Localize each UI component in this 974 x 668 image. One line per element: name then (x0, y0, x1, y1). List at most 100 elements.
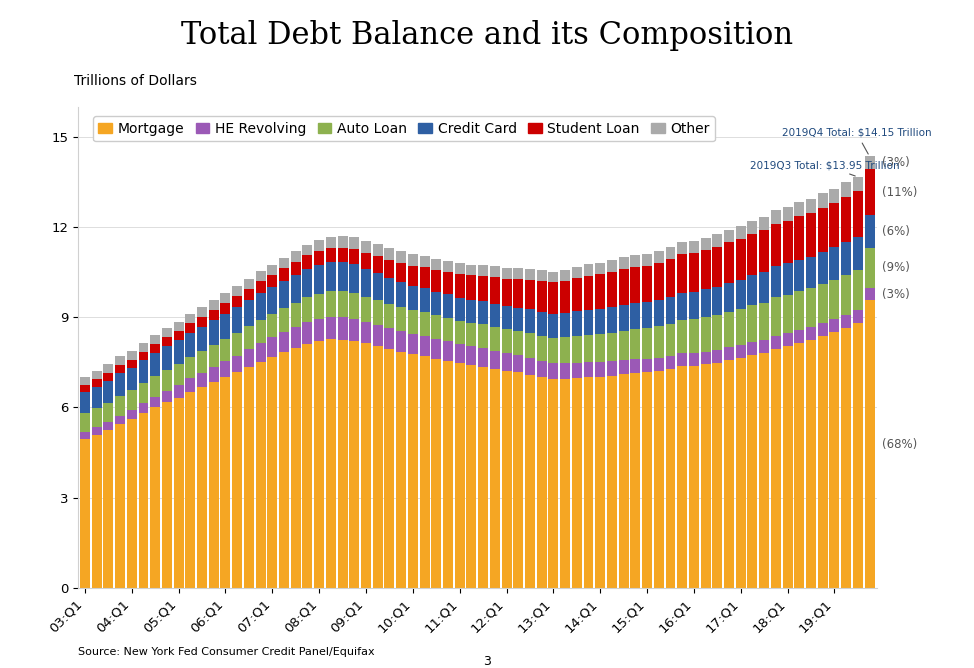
Bar (197, 307, 207, 317)
Bar (865, 248, 875, 287)
Bar (642, 302, 652, 329)
Bar (173, 385, 184, 397)
Bar (572, 363, 581, 378)
Bar (560, 313, 570, 337)
Bar (853, 323, 863, 588)
Bar (665, 259, 675, 297)
Bar (220, 293, 231, 303)
Bar (712, 246, 723, 287)
Bar (220, 377, 231, 588)
Bar (244, 349, 254, 367)
Bar (197, 373, 207, 387)
Bar (208, 367, 219, 382)
Bar (350, 293, 359, 319)
Bar (583, 310, 593, 335)
Bar (115, 365, 125, 373)
Bar (373, 273, 383, 301)
Bar (735, 226, 746, 239)
Bar (607, 307, 617, 333)
Bar (830, 188, 840, 203)
Bar (677, 293, 688, 320)
Bar (80, 432, 90, 440)
Bar (185, 378, 196, 391)
Bar (150, 345, 160, 353)
Bar (431, 270, 441, 292)
Bar (244, 289, 254, 300)
Bar (338, 291, 348, 317)
Bar (818, 323, 828, 336)
Bar (280, 332, 289, 352)
Bar (420, 335, 430, 356)
Bar (724, 311, 734, 347)
Bar (689, 253, 699, 292)
Bar (677, 353, 688, 366)
Bar (853, 191, 863, 237)
Bar (267, 357, 278, 588)
Bar (747, 221, 758, 234)
Bar (572, 311, 581, 336)
Bar (654, 300, 663, 326)
Text: Total Debt Balance and its Composition: Total Debt Balance and its Composition (181, 20, 793, 51)
Bar (595, 362, 605, 377)
Bar (665, 247, 675, 259)
Bar (525, 269, 535, 280)
Bar (455, 363, 465, 588)
Bar (431, 339, 441, 359)
Bar (291, 275, 301, 303)
Bar (208, 300, 219, 310)
Bar (267, 287, 278, 314)
Bar (315, 341, 324, 588)
Bar (385, 327, 394, 349)
Bar (267, 265, 278, 275)
Bar (865, 301, 875, 588)
Bar (173, 364, 184, 385)
Bar (689, 366, 699, 588)
Bar (665, 356, 675, 369)
Bar (642, 372, 652, 588)
Bar (700, 289, 711, 317)
Bar (431, 359, 441, 588)
Bar (115, 424, 125, 588)
Bar (291, 348, 301, 588)
Bar (162, 337, 171, 347)
Bar (185, 333, 196, 357)
Bar (654, 250, 663, 263)
Text: 3: 3 (483, 655, 491, 667)
Bar (408, 311, 418, 334)
Bar (127, 351, 136, 359)
Bar (560, 337, 570, 363)
Bar (220, 314, 231, 339)
Text: (3%): (3%) (882, 156, 910, 170)
Bar (724, 347, 734, 360)
Bar (853, 177, 863, 191)
Bar (92, 435, 101, 588)
Bar (443, 341, 453, 361)
Bar (654, 371, 663, 588)
Bar (770, 266, 781, 297)
Bar (455, 321, 465, 344)
Bar (150, 397, 160, 407)
Bar (583, 362, 593, 377)
Bar (80, 385, 90, 392)
Bar (795, 343, 805, 588)
Bar (373, 257, 383, 273)
Bar (80, 440, 90, 588)
Bar (795, 202, 805, 216)
Bar (280, 269, 289, 281)
Bar (830, 203, 840, 247)
Bar (548, 379, 558, 588)
Bar (607, 361, 617, 375)
Bar (783, 263, 793, 295)
Bar (618, 374, 628, 588)
Bar (478, 301, 488, 324)
Bar (103, 403, 113, 422)
Bar (103, 422, 113, 430)
Bar (642, 359, 652, 372)
Bar (127, 419, 136, 588)
Bar (618, 331, 628, 360)
Bar (373, 301, 383, 325)
Bar (303, 244, 313, 255)
Bar (396, 331, 406, 351)
Bar (232, 333, 243, 356)
Bar (173, 322, 184, 331)
